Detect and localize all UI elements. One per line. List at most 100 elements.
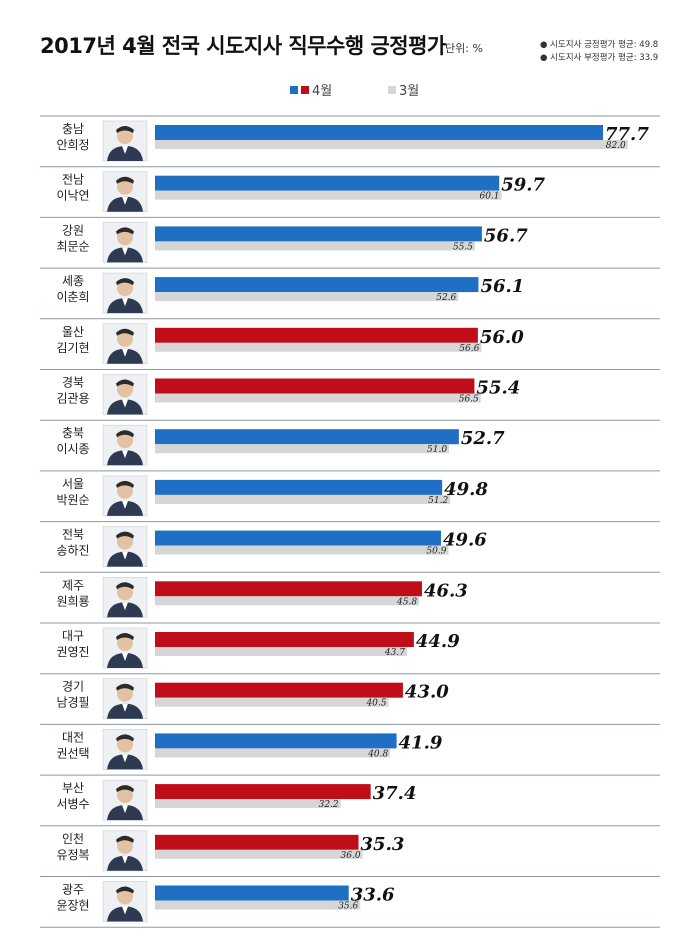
portrait-hair [116,328,134,336]
portrait-head [117,736,133,753]
portrait-hair [116,227,134,235]
value-label-april: 59.7 [501,175,545,196]
bar-march [155,190,502,200]
governor-name: 이춘희 [56,290,89,304]
governor-name: 이시종 [56,442,89,456]
bar-april [155,530,441,546]
portrait-shirt [122,754,128,763]
value-label-april: 77.7 [605,124,649,145]
unit-label: 단위: % [445,42,483,55]
bar-march [155,140,628,149]
bar-april [155,581,422,597]
portrait-head [117,280,133,297]
governor-name: 남경필 [56,696,89,710]
bar-march [155,900,361,910]
bar-april [155,378,475,394]
value-label-april: 44.9 [416,631,460,652]
bar-april [155,226,482,242]
value-label-march: 36.0 [341,851,361,861]
bar-april [155,429,459,445]
bar-march [155,849,363,859]
value-label-april: 33.6 [351,885,395,906]
bar-march [155,342,482,352]
portrait-shirt [122,500,128,509]
value-label-april: 43.0 [405,682,449,703]
region-label: 부산 [62,781,84,795]
governor-name: 이낙연 [56,189,89,203]
governor-name: 안희정 [56,138,89,152]
governor-name: 김기현 [56,341,89,355]
value-label-march: 51.0 [427,445,447,455]
value-label-march: 52.6 [436,293,456,303]
governor-name: 김관용 [56,392,89,406]
portrait-shirt [122,196,128,205]
value-label-march: 40.8 [367,749,388,759]
bar-april [155,784,371,800]
region-label: 제주 [62,578,84,592]
portrait-head [117,635,133,651]
bar-april [155,834,359,850]
value-label-march: 43.7 [384,648,405,658]
governor-name: 박원순 [56,493,89,507]
portrait-head [117,178,133,195]
governor-name: 원희룡 [56,594,89,608]
value-label-april: 37.4 [373,783,417,804]
region-label: 충남 [62,122,84,136]
bar-march [155,545,449,555]
bar-april [155,682,403,698]
portrait-shirt [122,298,128,307]
region-label: 경기 [62,680,84,694]
chart-title: 2017년 4월 전국 시도지사 직무수행 긍정평가 [40,34,446,58]
region-label: 광주 [62,883,84,897]
portrait-head [117,229,133,246]
governor-name: 권영진 [56,645,89,659]
value-label-april: 35.3 [361,834,405,855]
bar-march [155,393,481,403]
value-label-march: 50.9 [426,547,446,557]
legend-item-april: 4월 [290,80,332,99]
portrait-shirt [122,703,128,712]
value-label-april: 56.7 [484,225,528,246]
portrait-shirt [122,653,128,661]
portrait-shirt [122,805,128,814]
portrait-head [117,482,133,499]
portrait-shirt [122,450,128,459]
region-label: 강원 [62,223,84,237]
portrait-head [117,837,133,854]
value-label-march: 45.8 [396,597,417,607]
governor-name: 송하진 [56,544,89,558]
value-label-march: 82.0 [606,141,626,151]
portrait-head [117,128,133,144]
portrait-head [117,888,133,905]
portrait-shirt [122,348,128,357]
portrait-head [117,685,133,702]
value-label-march: 56.6 [459,344,479,354]
legend-swatch-blue [290,85,298,94]
portrait-hair [116,633,134,640]
region-label: 대전 [62,730,84,744]
portrait-hair [116,430,134,438]
legend-item-march: 3월 [388,80,419,99]
value-label-march: 51.2 [428,496,448,506]
portrait-head [117,533,133,550]
region-label: 전남 [62,173,84,187]
portrait-hair [116,683,134,691]
portrait-shirt [122,602,128,611]
portrait-head [117,381,133,398]
bar-march [155,647,407,656]
bar-march [155,241,475,251]
value-label-april: 49.6 [443,530,487,551]
portrait-hair [116,734,134,742]
value-label-april: 49.8 [444,479,488,500]
bar-april [155,885,349,901]
bar-april [155,175,500,191]
value-label-april: 52.7 [461,428,505,449]
negative-average-note: ● 시도지사 부정평가 평균: 33.9 [540,53,659,63]
legend-swatch-red [301,85,309,94]
bar-march [155,444,450,454]
bar-march [155,596,420,606]
region-label: 충북 [62,426,84,440]
portrait-hair [116,480,134,488]
legend-label-april: 4월 [312,84,333,99]
